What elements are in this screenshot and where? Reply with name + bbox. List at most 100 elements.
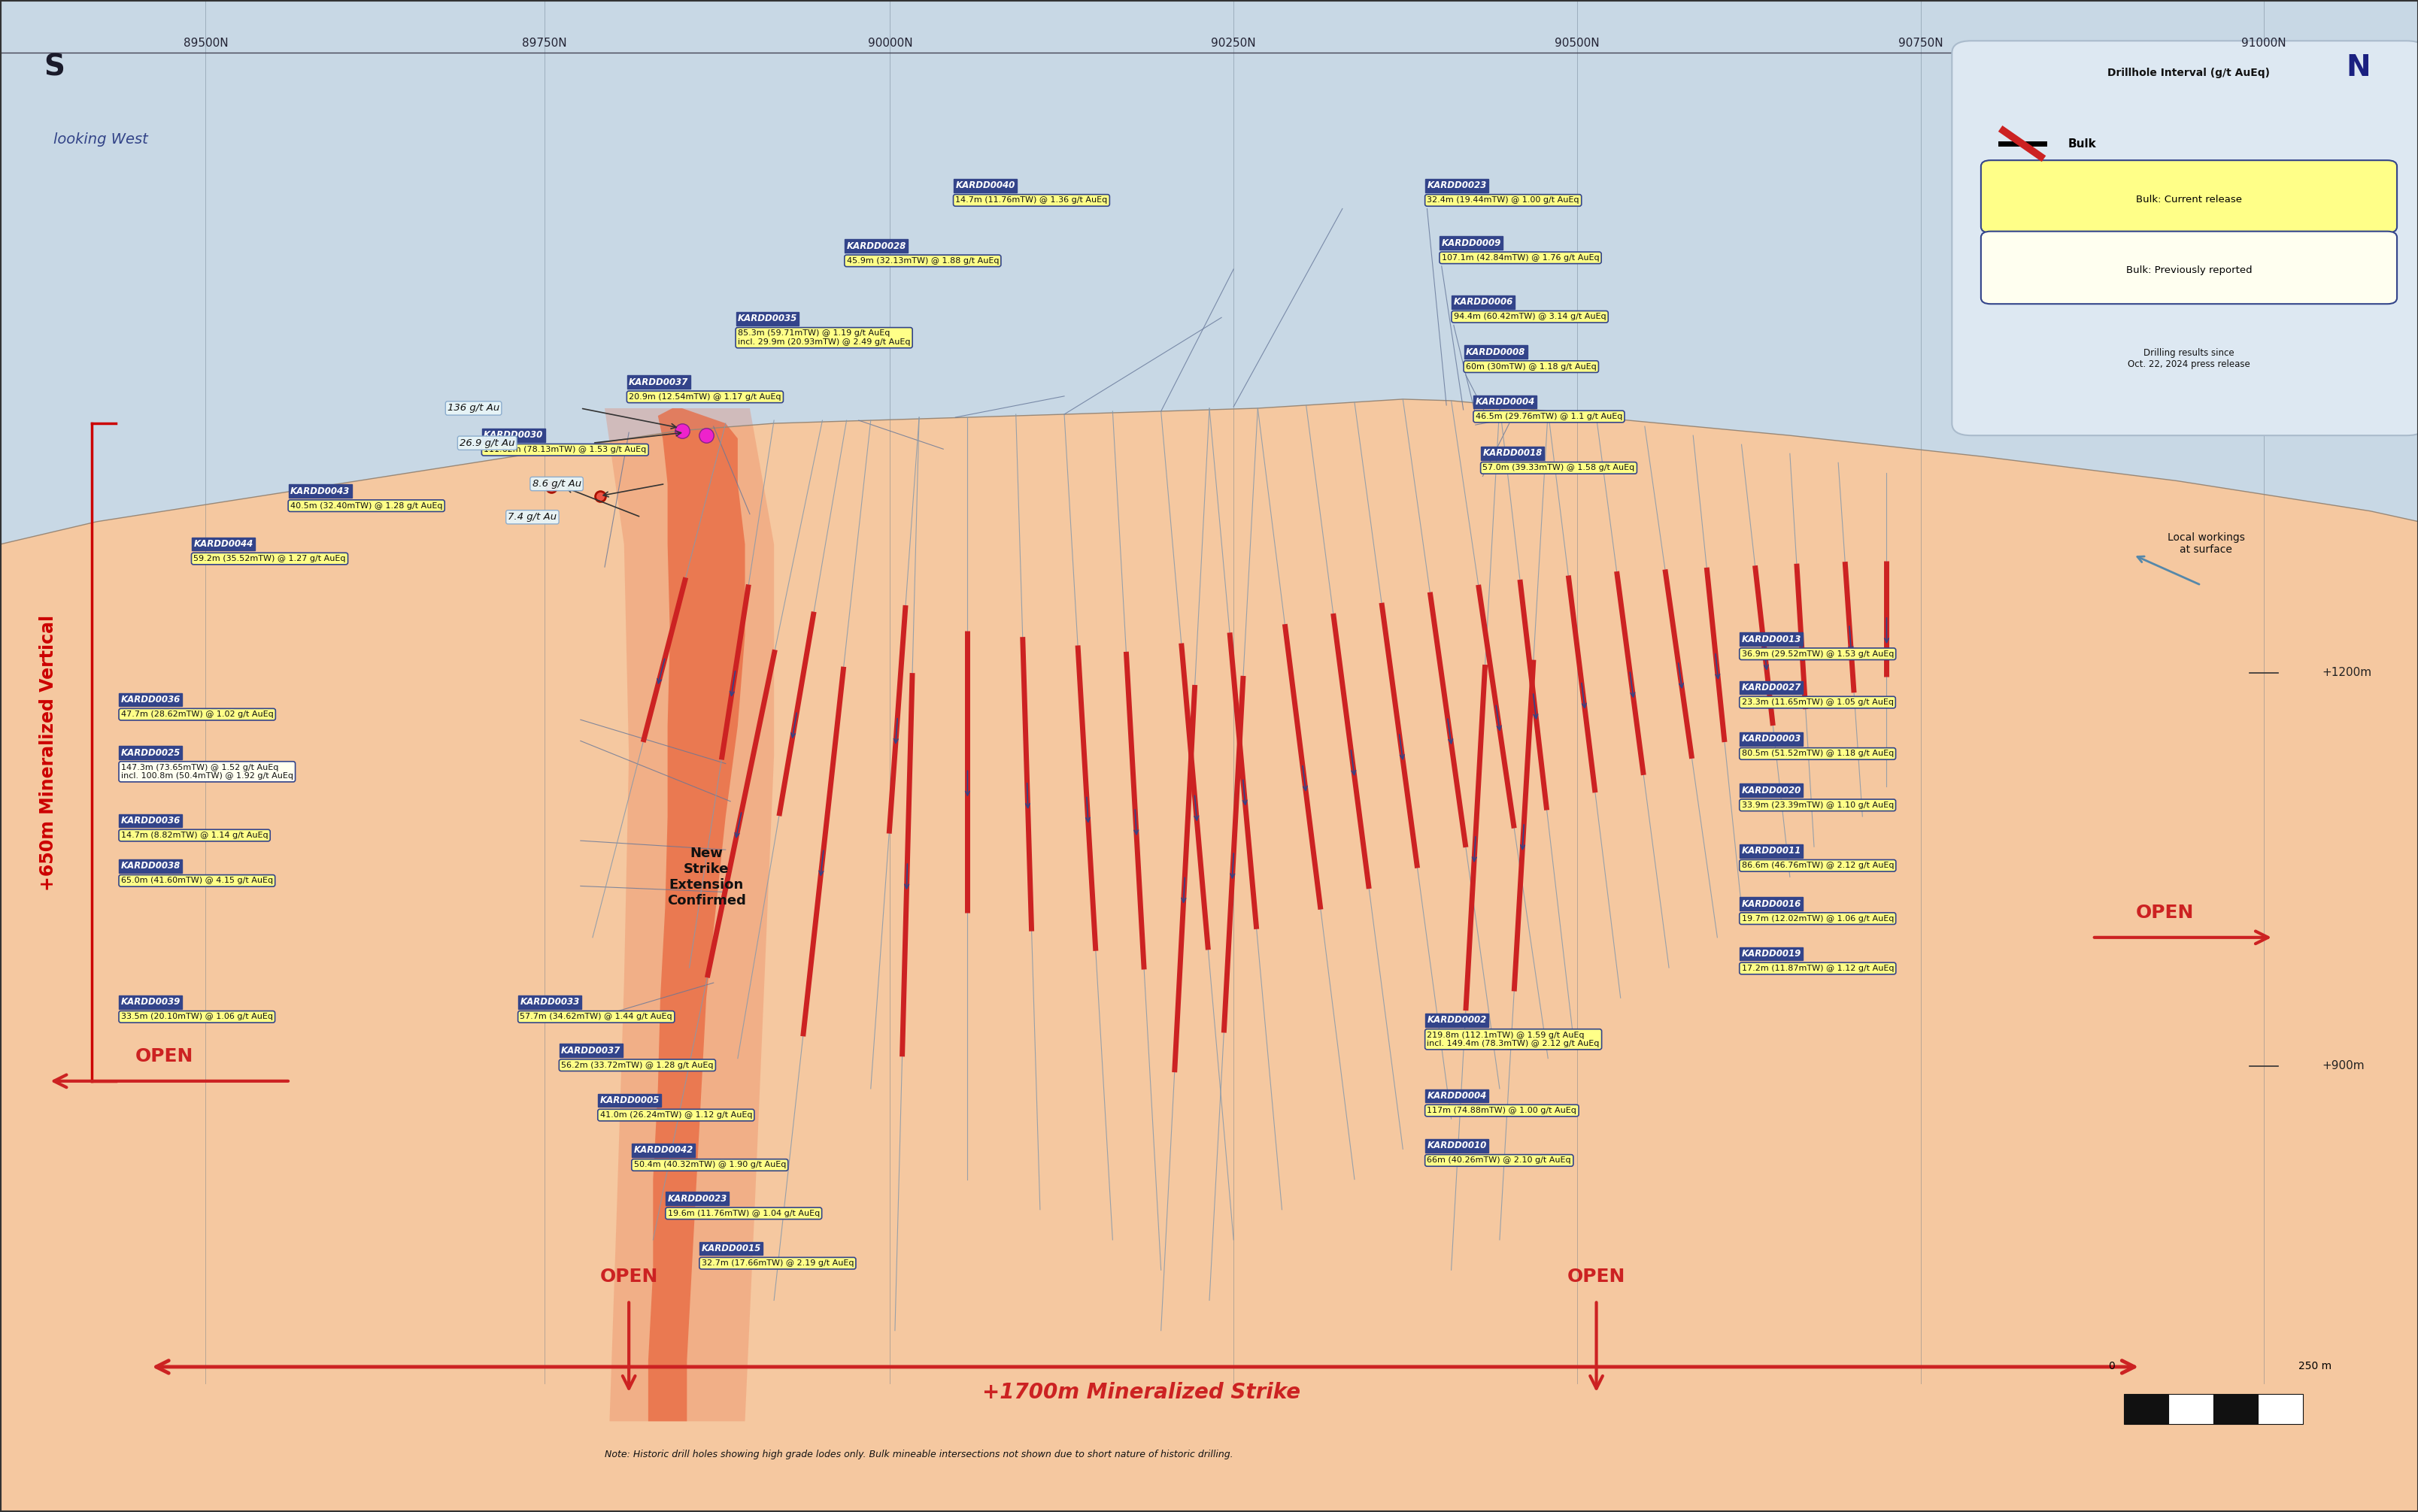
Text: 250 m: 250 m [2297,1361,2331,1371]
Text: Note: Historic drill holes showing high grade lodes only. Bulk mineable intersec: Note: Historic drill holes showing high … [604,1450,1233,1459]
Text: 60m (30mTW) @ 1.18 g/t AuEq: 60m (30mTW) @ 1.18 g/t AuEq [1465,363,1596,370]
Text: KARDD0037: KARDD0037 [561,1046,621,1055]
Bar [2167,1394,2212,1424]
Text: KARDD0015: KARDD0015 [701,1244,762,1253]
Text: 147.3m (73.65mTW) @ 1.52 g/t AuEq
incl. 100.8m (50.4mTW) @ 1.92 g/t AuEq: 147.3m (73.65mTW) @ 1.52 g/t AuEq incl. … [121,764,293,780]
Text: 90250N: 90250N [1211,38,1255,48]
Text: 219.8m (112.1mTW) @ 1.59 g/t AuEq
incl. 149.4m (78.3mTW) @ 2.12 g/t AuEq: 219.8m (112.1mTW) @ 1.59 g/t AuEq incl. … [1427,1031,1598,1048]
Text: KARDD0020: KARDD0020 [1741,786,1801,795]
Text: 90500N: 90500N [1555,38,1598,48]
Polygon shape [0,399,2418,1512]
Text: 23.3m (11.65mTW) @ 1.05 g/t AuEq: 23.3m (11.65mTW) @ 1.05 g/t AuEq [1741,699,1893,706]
Text: 136 g/t Au: 136 g/t Au [447,404,501,413]
Text: 117m (74.88mTW) @ 1.00 g/t AuEq: 117m (74.88mTW) @ 1.00 g/t AuEq [1427,1107,1577,1114]
Text: KARDD0023: KARDD0023 [667,1194,728,1204]
Text: +1700m Mineralized Strike: +1700m Mineralized Strike [982,1382,1301,1403]
Text: KARDD0010: KARDD0010 [1427,1142,1487,1151]
Text: Bulk: Bulk [2067,138,2096,150]
Text: KARDD0016: KARDD0016 [1741,900,1801,909]
Text: 89750N: 89750N [522,38,566,48]
Text: +900m: +900m [2321,1060,2365,1072]
Text: 57.7m (34.62mTW) @ 1.44 g/t AuEq: 57.7m (34.62mTW) @ 1.44 g/t AuEq [520,1013,672,1021]
Text: KARDD0037: KARDD0037 [629,378,689,387]
Text: KARDD0033: KARDD0033 [520,998,580,1007]
Text: 46.5m (29.76mTW) @ 1.1 g/t AuEq: 46.5m (29.76mTW) @ 1.1 g/t AuEq [1475,413,1622,420]
Text: looking West: looking West [53,133,147,147]
Text: New
Strike
Extension
Confirmed: New Strike Extension Confirmed [667,847,745,907]
Text: 41.0m (26.24mTW) @ 1.12 g/t AuEq: 41.0m (26.24mTW) @ 1.12 g/t AuEq [600,1111,752,1119]
Text: 90750N: 90750N [1898,38,1942,48]
Text: KARDD0027: KARDD0027 [1741,683,1801,692]
Text: 14.7m (11.76mTW) @ 1.36 g/t AuEq: 14.7m (11.76mTW) @ 1.36 g/t AuEq [955,197,1107,204]
Text: 47.7m (28.62mTW) @ 1.02 g/t AuEq: 47.7m (28.62mTW) @ 1.02 g/t AuEq [121,711,273,718]
Text: 32.4m (19.44mTW) @ 1.00 g/t AuEq: 32.4m (19.44mTW) @ 1.00 g/t AuEq [1427,197,1579,204]
Text: KARDD0018: KARDD0018 [1482,449,1543,458]
Text: KARDD0019: KARDD0019 [1741,950,1801,959]
Text: KARDD0043: KARDD0043 [290,487,351,496]
FancyBboxPatch shape [1980,231,2396,304]
Bar [2123,1394,2167,1424]
Text: KARDD0011: KARDD0011 [1741,847,1801,856]
Text: 40.5m (32.40mTW) @ 1.28 g/t AuEq: 40.5m (32.40mTW) @ 1.28 g/t AuEq [290,502,442,510]
Text: KARDD0009: KARDD0009 [1441,239,1502,248]
Text: +1200m: +1200m [2321,667,2372,679]
Text: KARDD0028: KARDD0028 [846,242,907,251]
Text: KARDD0006: KARDD0006 [1453,298,1514,307]
Bar [2212,1394,2258,1424]
Text: KARDD0004: KARDD0004 [1475,398,1535,407]
Text: 33.9m (23.39mTW) @ 1.10 g/t AuEq: 33.9m (23.39mTW) @ 1.10 g/t AuEq [1741,801,1893,809]
Text: KARDD0042: KARDD0042 [634,1146,694,1155]
Text: 89500N: 89500N [184,38,227,48]
Polygon shape [648,408,745,1421]
Text: S: S [44,53,65,82]
Bar [2258,1394,2302,1424]
Text: KARDD0013: KARDD0013 [1741,635,1801,644]
Text: 20.9m (12.54mTW) @ 1.17 g/t AuEq: 20.9m (12.54mTW) @ 1.17 g/t AuEq [629,393,781,401]
Text: Bulk: Current release: Bulk: Current release [2135,195,2241,204]
Text: KARDD0038: KARDD0038 [121,862,181,871]
Text: +1500m: +1500m [2321,281,2372,293]
Text: KARDD0008: KARDD0008 [1465,348,1526,357]
Text: 90000N: 90000N [868,38,912,48]
Text: 80.5m (51.52mTW) @ 1.18 g/t AuEq: 80.5m (51.52mTW) @ 1.18 g/t AuEq [1741,750,1893,758]
Text: Local workings
at surface: Local workings at surface [2167,532,2244,555]
Text: 19.7m (12.02mTW) @ 1.06 g/t AuEq: 19.7m (12.02mTW) @ 1.06 g/t AuEq [1741,915,1893,922]
Text: KARDD0044: KARDD0044 [193,540,254,549]
Text: 19.6m (11.76mTW) @ 1.04 g/t AuEq: 19.6m (11.76mTW) @ 1.04 g/t AuEq [667,1210,820,1217]
Text: 111.62m (78.13mTW) @ 1.53 g/t AuEq: 111.62m (78.13mTW) @ 1.53 g/t AuEq [484,446,646,454]
Text: 91000N: 91000N [2241,38,2285,48]
Text: N: N [2345,53,2370,82]
Text: Drillhole Interval (g/t AuEq): Drillhole Interval (g/t AuEq) [2106,68,2271,79]
Text: KARDD0030: KARDD0030 [484,431,544,440]
Text: 36.9m (29.52mTW) @ 1.53 g/t AuEq: 36.9m (29.52mTW) @ 1.53 g/t AuEq [1741,650,1893,658]
Text: KARDD0039: KARDD0039 [121,998,181,1007]
Text: 59.2m (35.52mTW) @ 1.27 g/t AuEq: 59.2m (35.52mTW) @ 1.27 g/t AuEq [193,555,346,562]
Text: 14.7m (8.82mTW) @ 1.14 g/t AuEq: 14.7m (8.82mTW) @ 1.14 g/t AuEq [121,832,268,839]
Text: 94.4m (60.42mTW) @ 3.14 g/t AuEq: 94.4m (60.42mTW) @ 3.14 g/t AuEq [1453,313,1606,321]
Text: KARDD0002: KARDD0002 [1427,1016,1487,1025]
Text: +650m Mineralized Vertical: +650m Mineralized Vertical [39,615,58,891]
Text: KARDD0004: KARDD0004 [1427,1092,1487,1101]
Polygon shape [592,408,774,1421]
Text: KARDD0005: KARDD0005 [600,1096,660,1105]
Text: 17.2m (11.87mTW) @ 1.12 g/t AuEq: 17.2m (11.87mTW) @ 1.12 g/t AuEq [1741,965,1893,972]
Text: KARDD0023: KARDD0023 [1427,181,1487,191]
Text: OPEN: OPEN [1567,1269,1625,1285]
Text: KARDD0036: KARDD0036 [121,696,181,705]
Text: 32.7m (17.66mTW) @ 2.19 g/t AuEq: 32.7m (17.66mTW) @ 2.19 g/t AuEq [701,1259,854,1267]
Text: OPEN: OPEN [2135,904,2193,921]
Text: 57.0m (39.33mTW) @ 1.58 g/t AuEq: 57.0m (39.33mTW) @ 1.58 g/t AuEq [1482,464,1635,472]
Text: Drilling results since
Oct. 22, 2024 press release: Drilling results since Oct. 22, 2024 pre… [2128,348,2249,369]
Text: 0: 0 [2108,1361,2113,1371]
Text: OPEN: OPEN [135,1048,193,1064]
Text: OPEN: OPEN [600,1269,658,1285]
Text: 8.6 g/t Au: 8.6 g/t Au [532,479,580,488]
Text: KARDD0036: KARDD0036 [121,816,181,826]
Text: KARDD0025: KARDD0025 [121,748,181,758]
Text: 107.1m (42.84mTW) @ 1.76 g/t AuEq: 107.1m (42.84mTW) @ 1.76 g/t AuEq [1441,254,1598,262]
FancyBboxPatch shape [1951,41,2418,435]
Text: 86.6m (46.76mTW) @ 2.12 g/t AuEq: 86.6m (46.76mTW) @ 2.12 g/t AuEq [1741,862,1893,869]
Text: 45.9m (32.13mTW) @ 1.88 g/t AuEq: 45.9m (32.13mTW) @ 1.88 g/t AuEq [846,257,999,265]
Text: KARDD0035: KARDD0035 [737,314,798,324]
Text: 65.0m (41.60mTW) @ 4.15 g/t AuEq: 65.0m (41.60mTW) @ 4.15 g/t AuEq [121,877,273,885]
